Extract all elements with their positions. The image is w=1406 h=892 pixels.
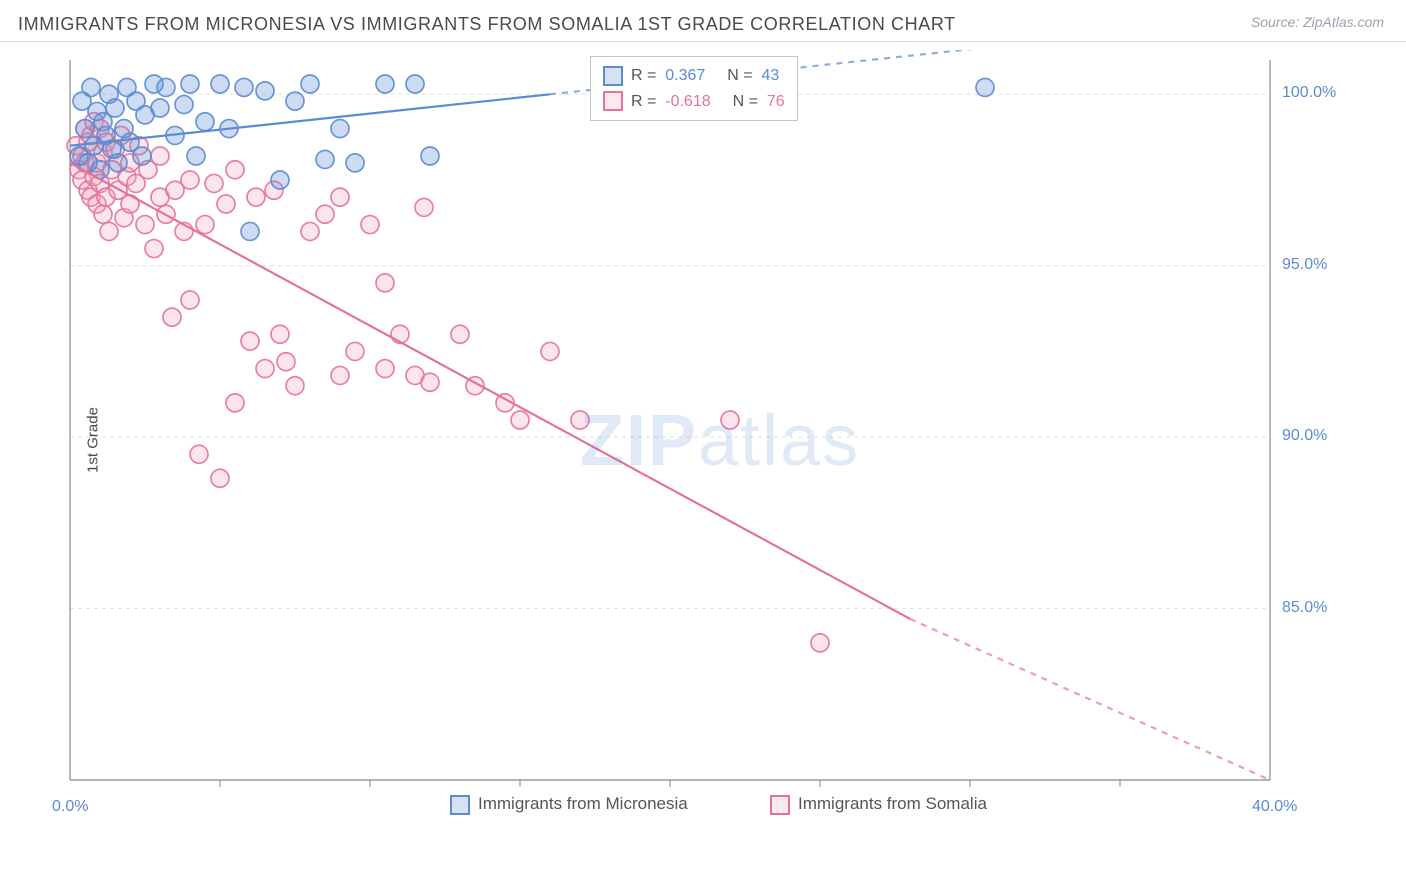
series-legend-micronesia: Immigrants from Micronesia (450, 794, 688, 815)
series-label: Immigrants from Somalia (798, 794, 987, 813)
source-attribution: Source: ZipAtlas.com (1251, 14, 1384, 30)
r-label: R = (631, 67, 661, 84)
x-tick-label: 0.0% (52, 798, 88, 816)
y-tick-label: 95.0% (1282, 256, 1327, 274)
y-tick-label: 90.0% (1282, 427, 1327, 445)
chart-header: IMMIGRANTS FROM MICRONESIA VS IMMIGRANTS… (0, 0, 1406, 42)
r-value: 0.367 (661, 67, 705, 84)
legend-swatch-icon (603, 66, 623, 86)
x-tick-label: 40.0% (1252, 798, 1297, 816)
legend-swatch-icon (603, 91, 623, 111)
series-label: Immigrants from Micronesia (478, 794, 688, 813)
n-value: 76 (762, 93, 784, 110)
y-tick-label: 100.0% (1282, 84, 1336, 102)
legend-row-micronesia: R = 0.367 N = 43 (603, 63, 785, 89)
chart-area: 1st Grade ZIPatlas 85.0%90.0%95.0%100.0%… (50, 50, 1350, 830)
scatter-plot-svg (50, 50, 1350, 830)
legend-row-somalia: R = -0.618 N = 76 (603, 89, 785, 115)
n-value: 43 (757, 67, 779, 84)
n-label: N = (733, 93, 763, 110)
r-value: -0.618 (661, 93, 711, 110)
correlation-legend: R = 0.367 N = 43 R = -0.618 N = 76 (590, 56, 798, 121)
legend-swatch-icon (450, 795, 470, 815)
chart-title: IMMIGRANTS FROM MICRONESIA VS IMMIGRANTS… (18, 14, 956, 35)
n-label: N = (727, 67, 757, 84)
legend-swatch-icon (770, 795, 790, 815)
series-legend-somalia: Immigrants from Somalia (770, 794, 987, 815)
y-tick-label: 85.0% (1282, 599, 1327, 617)
r-label: R = (631, 93, 661, 110)
